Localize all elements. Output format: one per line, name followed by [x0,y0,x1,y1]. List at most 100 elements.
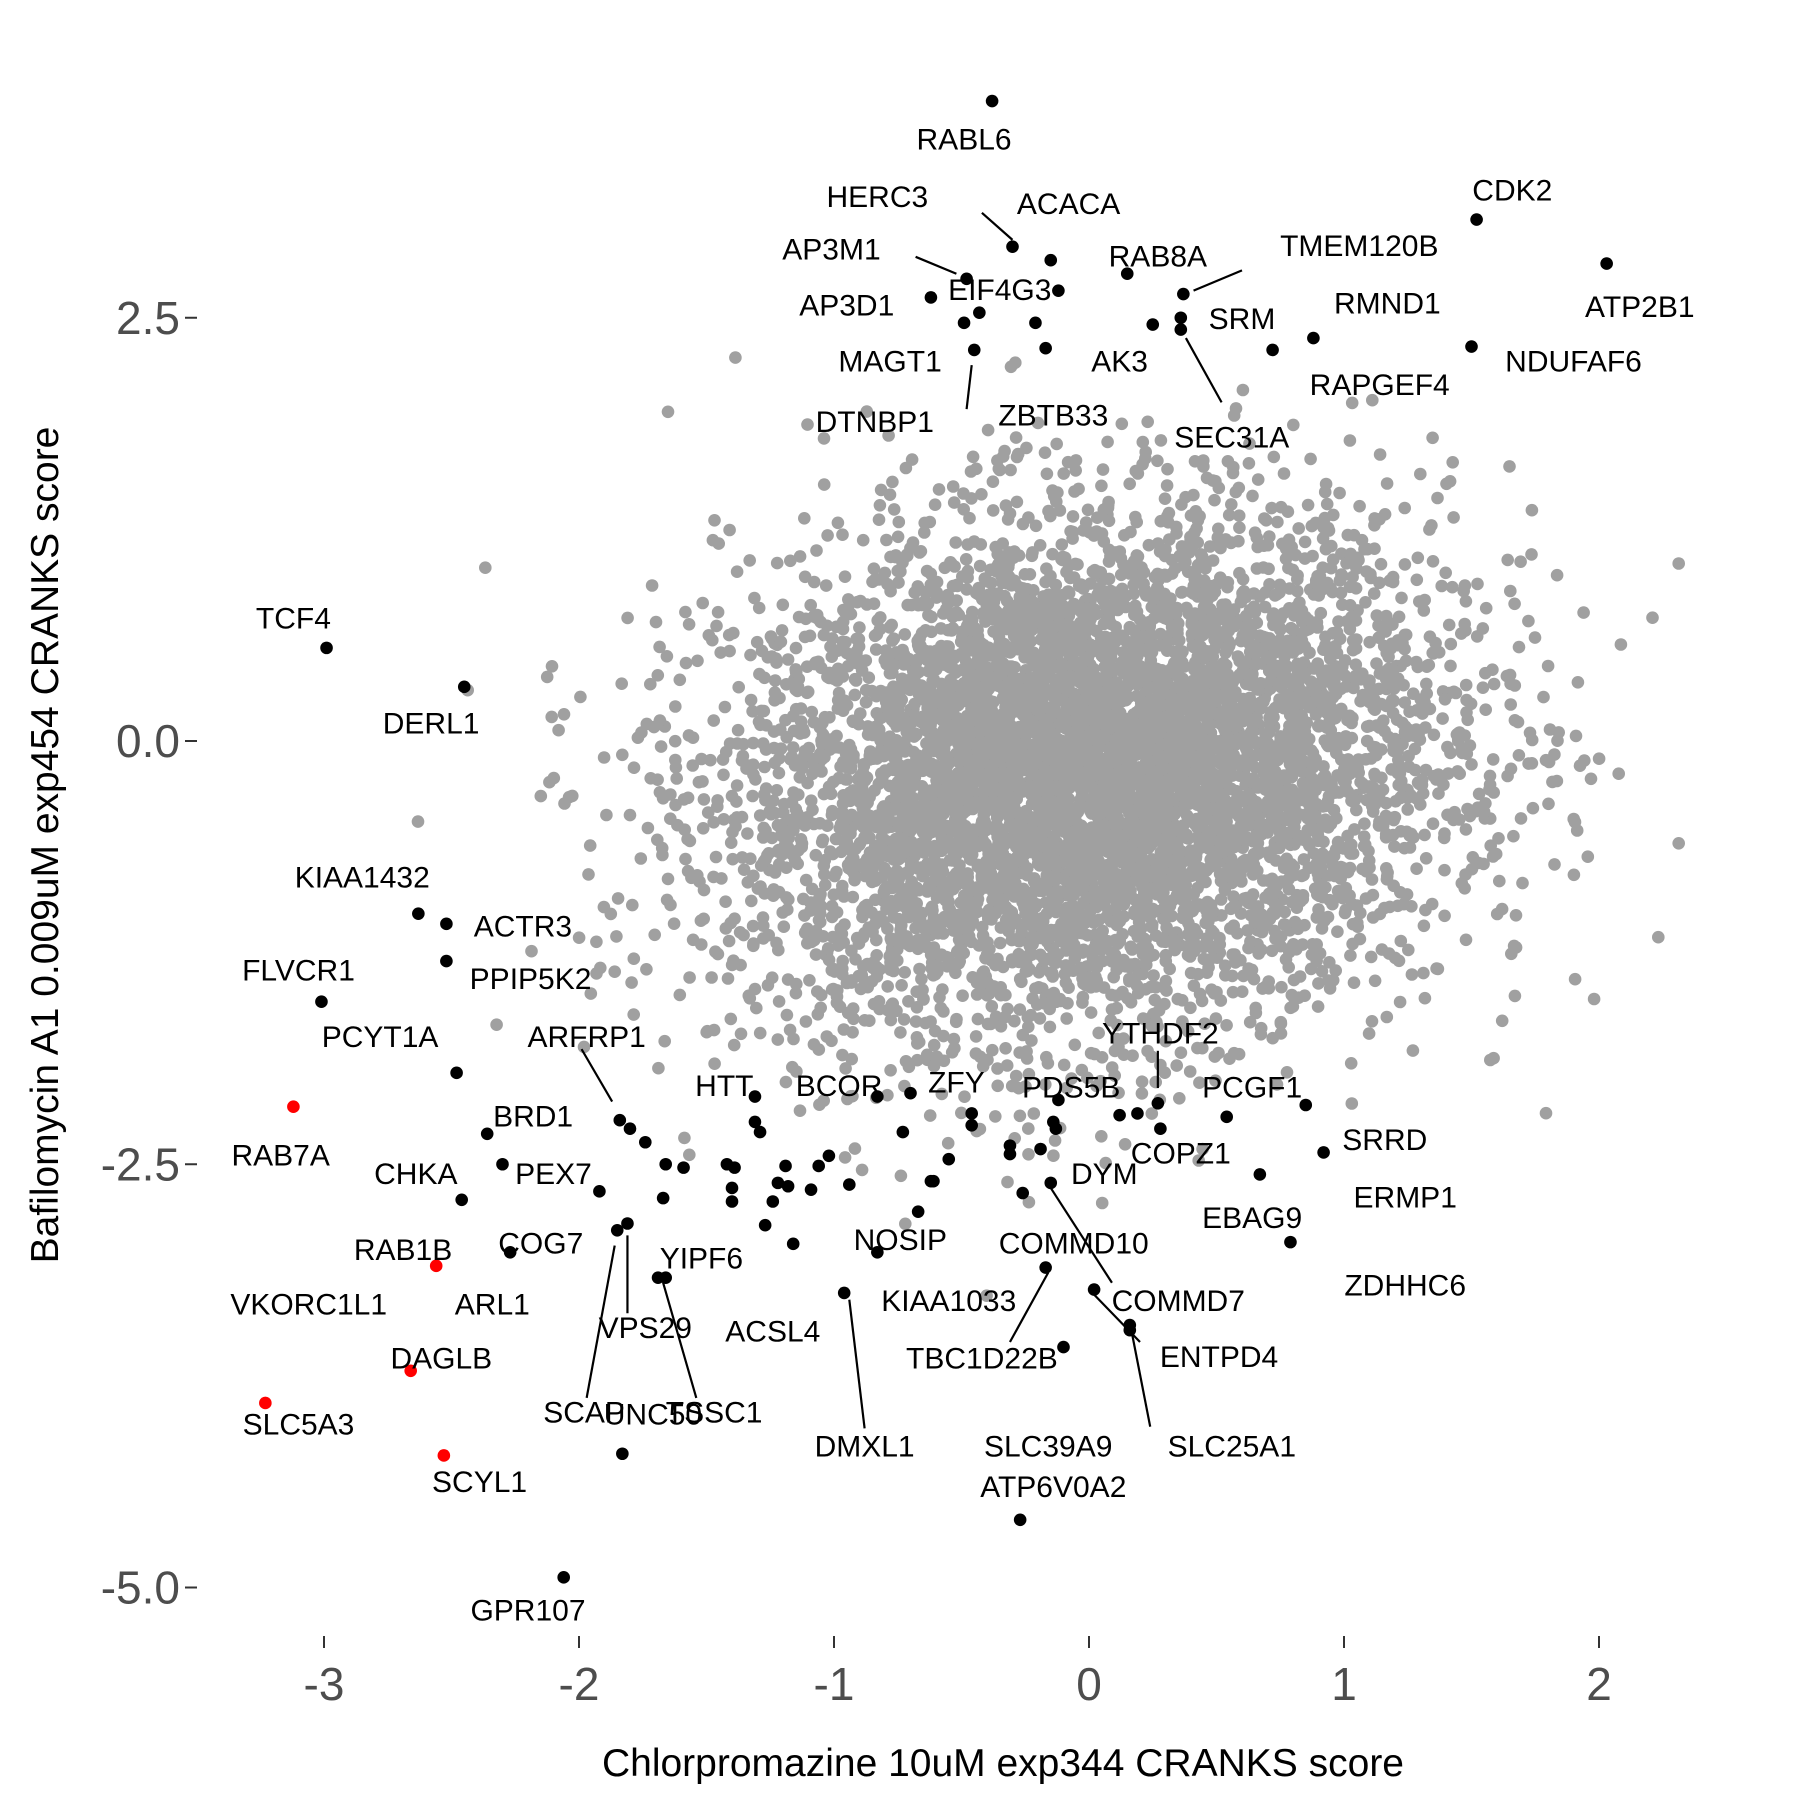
background-gene-point [654,740,668,753]
background-gene-point [991,1079,1004,1093]
background-gene-point [723,523,736,537]
background-gene-point [641,821,655,835]
background-gene-point [1232,509,1246,522]
background-gene-point [777,920,791,933]
background-gene-point [1237,969,1250,983]
background-gene-point [626,898,639,912]
background-gene-point [753,1026,767,1040]
background-gene-point [1148,993,1162,1007]
background-gene-point [887,911,900,924]
background-gene-point [1268,589,1282,602]
background-gene-point [1568,815,1582,829]
background-gene-point [1110,1001,1124,1015]
background-gene-point [1235,985,1249,998]
background-gene-point [905,875,918,888]
background-gene-point [583,839,597,852]
background-gene-point [1135,1075,1149,1088]
background-gene-point [957,503,970,516]
background-gene-point [787,1032,800,1046]
background-gene-point [701,1024,714,1038]
background-gene-point [1438,909,1451,923]
background-gene-point [947,1032,961,1046]
background-gene-point [1417,604,1431,617]
background-gene-point [1417,966,1430,980]
background-gene-point [816,833,830,847]
background-gene-point [1525,548,1538,561]
background-gene-point [707,816,720,829]
background-gene-point [1366,393,1379,407]
background-gene-point [670,772,683,785]
background-gene-point [1102,514,1116,528]
background-gene-point [981,423,995,437]
background-gene-point [1528,631,1542,644]
background-gene-point [1055,538,1069,551]
background-gene-point [1079,516,1093,529]
background-gene-point [1175,540,1189,553]
background-gene-point [711,605,725,619]
background-gene-point [681,832,694,846]
background-gene-point [1221,455,1235,468]
background-gene-point [724,1012,738,1026]
background-gene-point [584,987,598,1000]
background-gene-point [1076,996,1089,1009]
background-gene-point [870,933,883,947]
background-gene-point [1417,919,1431,933]
background-gene-point [925,900,939,914]
background-gene-point [1114,568,1128,582]
background-gene-point [1444,637,1458,651]
background-gene-point [825,964,839,977]
background-gene-point [747,937,760,950]
background-gene-point [711,947,725,961]
background-gene-point [1065,1072,1078,1085]
background-gene-point [1435,579,1448,593]
background-gene-point [999,1042,1012,1055]
background-gene-point [669,753,682,767]
background-gene-point [726,825,739,839]
background-gene-point [1514,812,1528,825]
background-gene-point [649,615,663,629]
background-gene-point [770,784,784,797]
background-gene-point [970,976,984,989]
background-gene-point [1340,557,1353,570]
background-gene-point [836,528,849,541]
background-gene-point [1291,572,1304,586]
background-gene-point [760,719,773,732]
background-gene-point [729,351,742,364]
background-gene-point [905,780,918,794]
background-gene-point [969,1030,983,1043]
background-gene-point [1068,1038,1082,1052]
background-gene-point [1512,640,1526,654]
background-gene-point [969,1047,983,1060]
background-gene-point [1459,595,1473,608]
background-gene-point [868,629,882,643]
background-gene-point [1068,485,1081,498]
background-gene-point [974,538,988,551]
background-gene-point [825,899,839,913]
background-gene-point [1117,898,1131,911]
background-gene-point [793,550,807,563]
background-gene-point [1354,775,1367,789]
background-gene-point [772,943,785,957]
background-gene-point [745,894,758,908]
background-gene-point [975,488,988,501]
background-gene-point [1283,582,1296,595]
background-gene-point [1541,659,1555,673]
background-gene-point [682,618,696,631]
background-gene-point [800,660,814,673]
background-gene-point [1236,383,1250,397]
background-gene-point [1504,762,1518,776]
background-gene-point [798,512,811,525]
background-gene-point [1008,933,1022,946]
background-gene-point [1234,595,1248,609]
background-gene-point [711,794,724,807]
background-gene-point [993,936,1007,950]
background-gene-point [1508,989,1522,1003]
background-gene-point [807,575,821,589]
background-gene-point [1329,860,1343,874]
background-gene-point [1004,463,1017,477]
background-gene-point [1406,1044,1420,1057]
background-gene-point [941,1136,955,1150]
background-gene-point [616,748,629,762]
background-gene-point [1250,658,1263,671]
background-gene-point [1033,539,1047,552]
